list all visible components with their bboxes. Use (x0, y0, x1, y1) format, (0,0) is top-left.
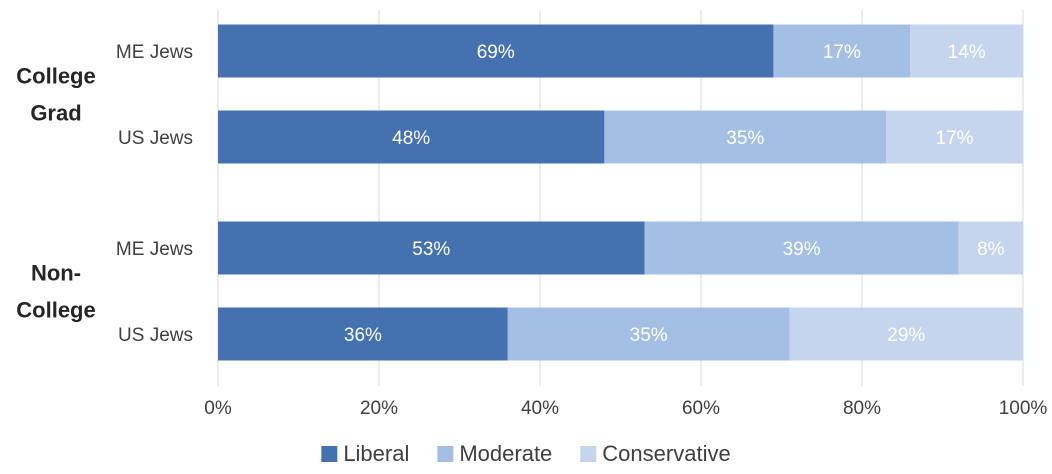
x-tick-label: 80% (843, 398, 881, 419)
bar-moderate (604, 110, 887, 164)
data-label: 35% (630, 325, 668, 346)
bar-conservative (910, 24, 1023, 78)
bar-liberal (218, 307, 508, 361)
labels: 0% 20% 40% 60% 80% 100% 69% 17% 14% ME Jews 48% 35%… (16, 42, 1047, 419)
category-label: ME Jews (116, 42, 193, 63)
bar-liberal (218, 110, 605, 164)
data-label: 17% (823, 42, 861, 63)
data-label: 8% (977, 239, 1005, 260)
legend-swatch-conservative (580, 446, 597, 462)
x-tick-label: 20% (360, 398, 398, 419)
category-label: ME Jews (116, 239, 193, 260)
bar-liberal (218, 221, 645, 275)
data-label: 14% (948, 42, 986, 63)
legend-label-moderate: Moderate (459, 441, 552, 466)
data-label: 53% (412, 239, 450, 260)
legend-swatch-liberal (321, 446, 338, 462)
x-tick-label: 0% (204, 398, 232, 419)
legend-label-liberal: Liberal (343, 441, 409, 466)
category-label: US Jews (118, 325, 193, 346)
bar-moderate (507, 307, 790, 361)
data-label: 17% (936, 128, 974, 149)
x-tick-label: 60% (682, 398, 720, 419)
bar-conservative (958, 221, 1023, 275)
bar-liberal (218, 24, 774, 78)
data-label: 69% (477, 42, 515, 63)
data-label: 29% (887, 325, 925, 346)
group-label: Non- (31, 261, 81, 286)
data-label: 35% (726, 128, 764, 149)
group-label: College (16, 64, 95, 89)
legend-label-conservative: Conservative (602, 441, 730, 466)
bars (218, 24, 1023, 361)
data-label: 36% (344, 325, 382, 346)
data-label: 48% (392, 128, 430, 149)
bar-moderate (773, 24, 911, 78)
bar-conservative (886, 110, 1023, 164)
x-tick-label: 100% (999, 398, 1048, 419)
bar-conservative (789, 307, 1023, 361)
data-label: 39% (783, 239, 821, 260)
legend-swatch-moderate (437, 446, 454, 462)
legend: Liberal Moderate Conservative (321, 441, 731, 466)
group-label: College (16, 298, 95, 323)
group-label: Grad (30, 101, 81, 126)
x-tick-label: 40% (521, 398, 559, 419)
category-label: US Jews (118, 128, 193, 149)
bar-moderate (644, 221, 959, 275)
